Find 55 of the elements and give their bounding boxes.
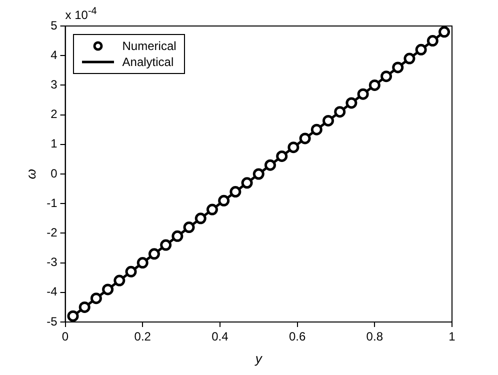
- point: [357, 88, 369, 100]
- x-tick-label: 0.4: [212, 330, 229, 344]
- x-tick-label: 0.2: [134, 330, 152, 344]
- point: [102, 284, 114, 296]
- point: [334, 106, 346, 118]
- point: [90, 292, 102, 304]
- legend-label: Analytical: [122, 55, 174, 69]
- y-tick-label: 3: [50, 78, 58, 92]
- point: [206, 204, 218, 216]
- y-tick-label: 2: [50, 107, 58, 122]
- point: [172, 230, 184, 242]
- point: [392, 62, 404, 74]
- point: [241, 177, 253, 189]
- y-tick-label: -2: [46, 226, 58, 240]
- y-axis-title: ω: [23, 168, 38, 180]
- y-tick-label: -4: [46, 284, 58, 299]
- point: [160, 239, 172, 251]
- point: [346, 97, 358, 109]
- point: [322, 114, 334, 126]
- y-tick-label: -3: [46, 255, 58, 270]
- point: [426, 35, 438, 47]
- point: [78, 301, 90, 313]
- x-tick-label: 0: [62, 330, 69, 344]
- point: [276, 150, 288, 162]
- point: [114, 274, 126, 286]
- point: [252, 168, 264, 180]
- point: [148, 248, 160, 260]
- text: x 10$^{-4}$: [65, 6, 97, 22]
- point: [299, 132, 311, 144]
- point: [136, 257, 148, 269]
- y-tick-label: -1: [46, 196, 58, 210]
- point: [264, 159, 276, 171]
- point: [230, 186, 242, 198]
- x-tick-label: 1: [448, 330, 456, 344]
- x-tick-label: 0.6: [288, 330, 306, 344]
- y-tick-label: -5: [46, 314, 58, 328]
- point: [415, 44, 427, 56]
- point: [380, 70, 392, 82]
- y-tick-label: 0: [50, 166, 58, 180]
- point: [125, 266, 137, 278]
- point: [218, 194, 230, 206]
- legend-label: Numerical: [122, 39, 176, 53]
- point: [183, 222, 195, 234]
- point: [288, 142, 300, 154]
- y-tick-label: 5: [50, 18, 58, 32]
- point: [194, 212, 206, 224]
- point: [67, 310, 79, 322]
- point: [438, 26, 450, 38]
- point: [368, 79, 380, 91]
- point: [404, 52, 416, 64]
- x-tick-label: 0.8: [366, 330, 384, 344]
- y-tick-label: 1: [50, 136, 58, 151]
- y-tick-label: 4: [50, 48, 58, 62]
- point: [310, 124, 322, 136]
- x-axis-title: y: [254, 350, 264, 366]
